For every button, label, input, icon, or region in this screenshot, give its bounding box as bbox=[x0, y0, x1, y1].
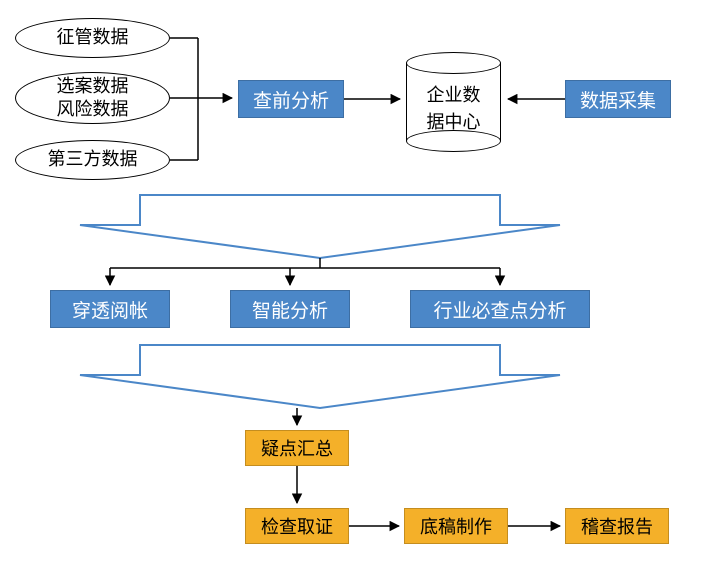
orange-label: 稽查报告 bbox=[581, 513, 653, 539]
blue-label: 穿透阅帐 bbox=[72, 296, 148, 323]
big-arrow-2 bbox=[80, 345, 560, 408]
bracket-connector bbox=[170, 38, 232, 160]
ellipse-source-1: 征管数据 bbox=[15, 18, 170, 58]
blue-smart-analysis: 智能分析 bbox=[230, 290, 350, 328]
orange-label: 检查取证 bbox=[261, 513, 333, 539]
blue-industry-points: 行业必查点分析 bbox=[410, 290, 590, 328]
ellipse-label: 第三方数据 bbox=[48, 148, 138, 171]
orange-check-evidence: 检查取证 bbox=[245, 508, 349, 544]
blue-label: 数据采集 bbox=[580, 86, 656, 113]
cylinder-label: 企业数 据中心 bbox=[406, 82, 501, 136]
orange-label: 底稿制作 bbox=[420, 513, 492, 539]
blue-label: 智能分析 bbox=[252, 296, 328, 323]
big-arrow-1 bbox=[80, 195, 560, 258]
ellipse-source-3: 第三方数据 bbox=[15, 140, 170, 180]
ellipse-label: 选案数据 风险数据 bbox=[57, 75, 129, 122]
blue-label: 查前分析 bbox=[253, 86, 329, 113]
blue-pre-analysis: 查前分析 bbox=[238, 80, 344, 118]
data-center-cylinder: 企业数 据中心 bbox=[406, 52, 501, 152]
ellipse-label: 征管数据 bbox=[57, 26, 129, 49]
ellipse-source-2: 选案数据 风险数据 bbox=[15, 72, 170, 124]
blue-data-collect: 数据采集 bbox=[565, 80, 671, 118]
orange-label: 疑点汇总 bbox=[261, 435, 333, 461]
blue-label: 行业必查点分析 bbox=[433, 296, 566, 323]
orange-draft: 底稿制作 bbox=[404, 508, 508, 544]
orange-audit-report: 稽查报告 bbox=[565, 508, 669, 544]
blue-penetrate-ledger: 穿透阅帐 bbox=[50, 290, 170, 328]
orange-doubt-summary: 疑点汇总 bbox=[245, 430, 349, 466]
tee-connector bbox=[110, 258, 500, 285]
